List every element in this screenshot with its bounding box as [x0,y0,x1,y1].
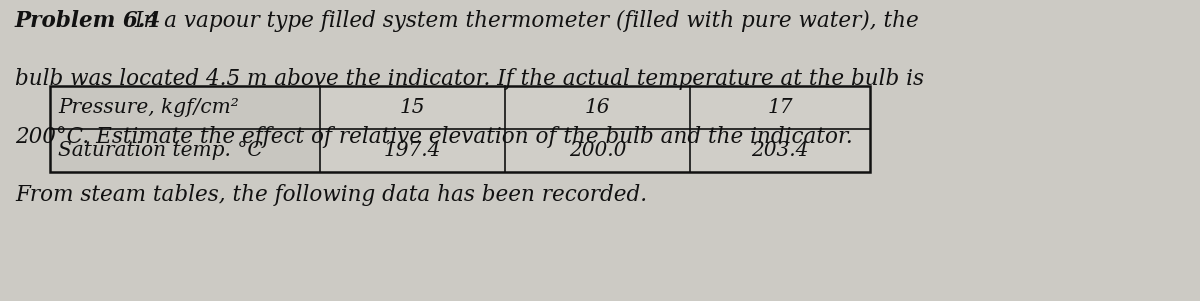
Text: 200°C. Estimate the effect of relative elevation of the bulb and the indicator.: 200°C. Estimate the effect of relative e… [14,126,853,148]
Text: From steam tables, the following data has been recorded.: From steam tables, the following data ha… [14,184,647,206]
Text: 203.4: 203.4 [751,141,809,160]
Text: Pressure, kgf/cm²: Pressure, kgf/cm² [58,98,239,117]
Text: Problem 6.4: Problem 6.4 [14,10,161,32]
Text: 197.4: 197.4 [384,141,442,160]
Text: 200.0: 200.0 [569,141,626,160]
Text: 15: 15 [400,98,425,117]
Text: In a vapour type filled system thermometer (filled with pure water), the: In a vapour type filled system thermomet… [128,10,918,32]
Text: 17: 17 [767,98,793,117]
Text: bulb was located 4.5 m above the indicator. If the actual temperature at the bul: bulb was located 4.5 m above the indicat… [14,68,924,90]
Text: 16: 16 [584,98,611,117]
Text: Saturation temp. °C: Saturation temp. °C [58,141,263,160]
